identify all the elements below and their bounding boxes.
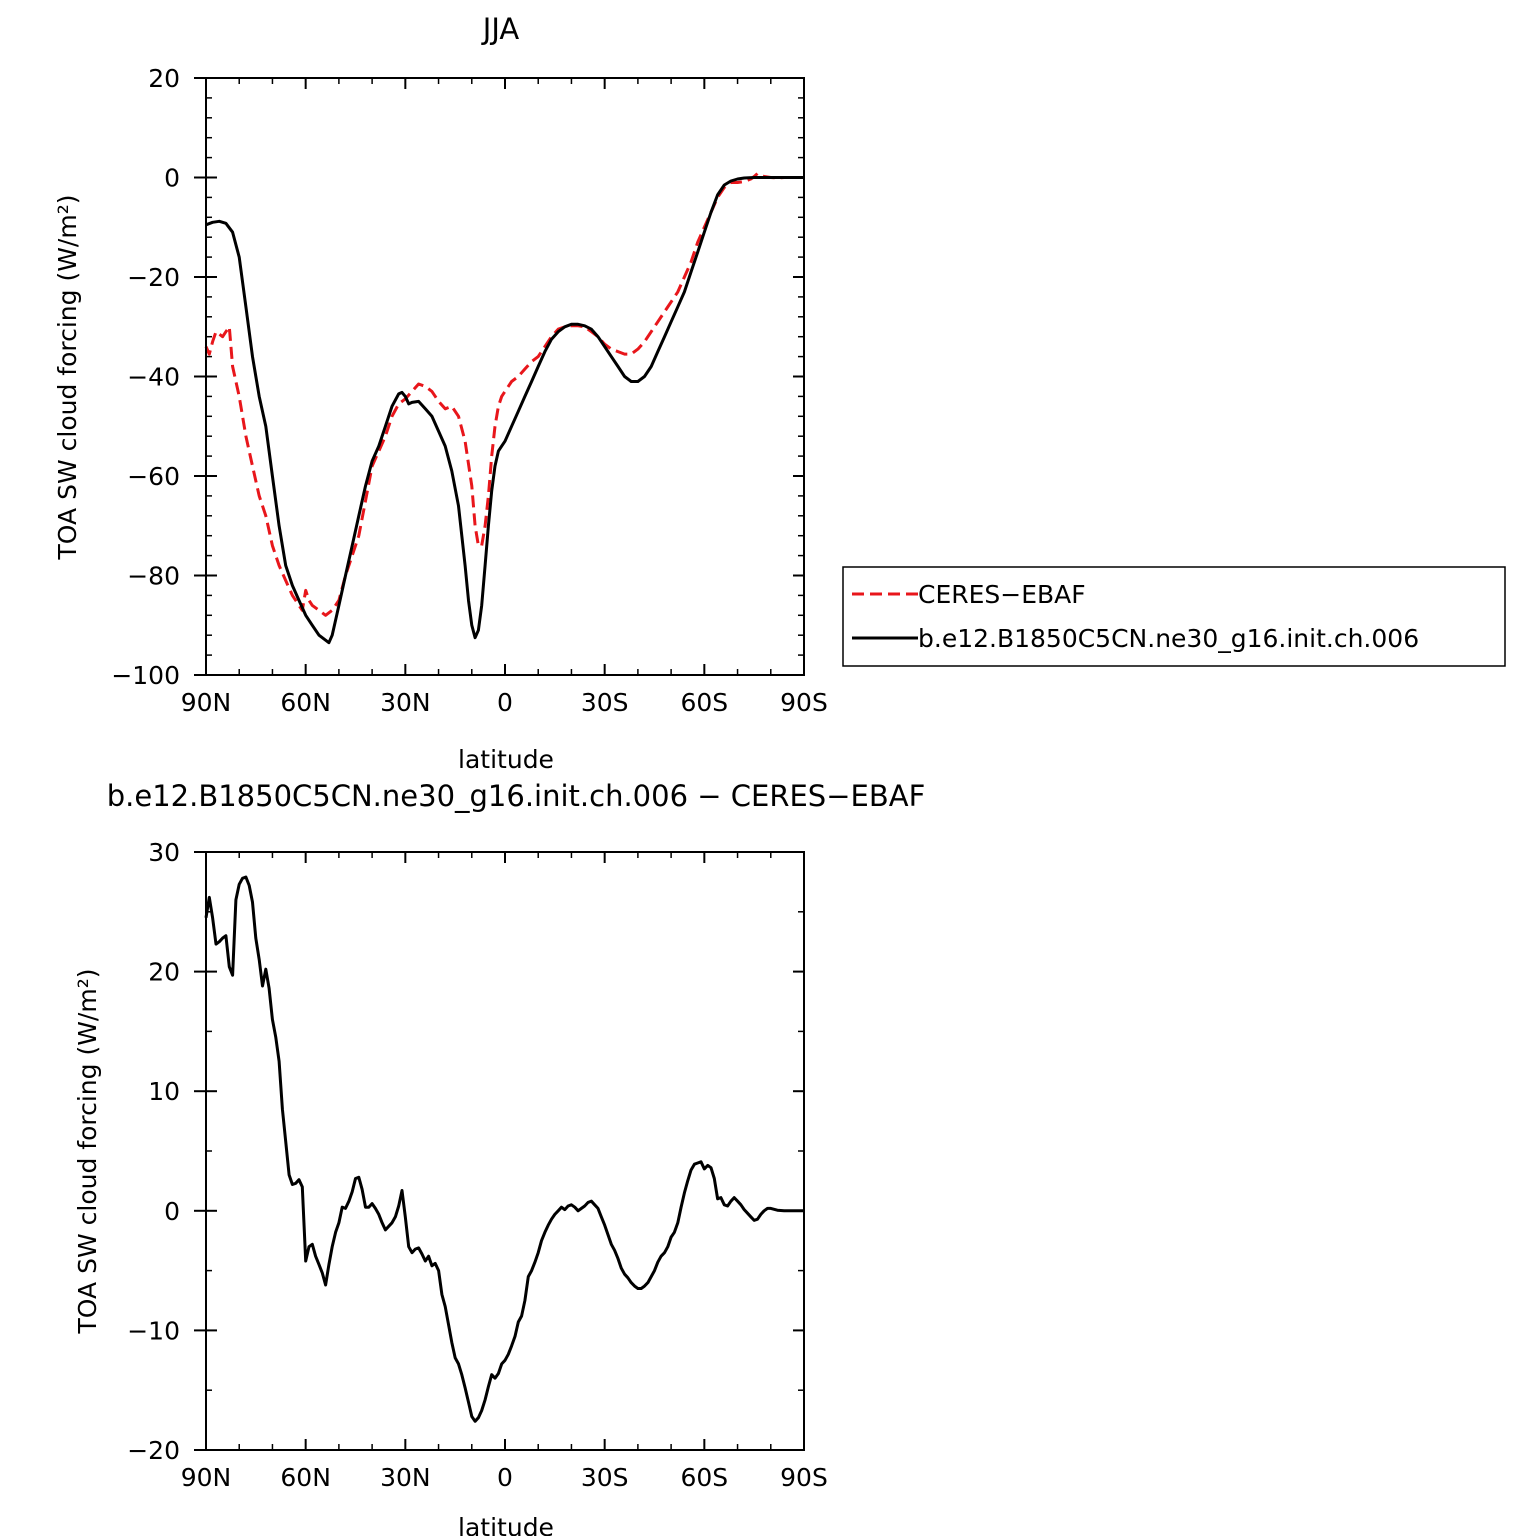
top-x-tick-label: 90N xyxy=(181,688,232,717)
top-x-tick-label: 60N xyxy=(280,688,331,717)
bottom-series-line-0 xyxy=(204,875,804,1423)
bottom-y-tick-label: 10 xyxy=(148,1077,180,1106)
legend-label-model: b.e12.B1850C5CN.ne30_g16.init.ch.006 xyxy=(918,624,1419,653)
top-x-tick-label: 90S xyxy=(780,688,828,717)
top-series-line-0 xyxy=(204,172,804,617)
bottom-x-axis-label: latitude xyxy=(458,1513,554,1536)
bottom-y-tick-label: −10 xyxy=(127,1316,180,1345)
top-y-tick-label: −40 xyxy=(127,363,180,392)
legend-label-ceres: CERES−EBAF xyxy=(918,580,1086,609)
bottom-x-tick-label: 30S xyxy=(581,1463,629,1492)
bottom-x-tick-label: 30N xyxy=(380,1463,431,1492)
top-x-axis-label: latitude xyxy=(458,745,554,774)
bottom-y-tick-label: −20 xyxy=(127,1436,180,1465)
bottom-x-tick-label: 90S xyxy=(780,1463,828,1492)
top-y-tick-label: −20 xyxy=(127,263,180,292)
bottom-plot-frame xyxy=(205,851,805,1451)
bottom-y-tick-label: 30 xyxy=(148,838,180,867)
top-x-tick-label: 60S xyxy=(680,688,728,717)
top-series-line-1 xyxy=(205,176,804,645)
top-y-tick-label: 20 xyxy=(148,64,180,93)
top-x-tick-label: 30N xyxy=(380,688,431,717)
top-y-tick-label: −80 xyxy=(127,562,180,591)
top-y-tick-label: −100 xyxy=(111,661,180,690)
bottom-x-tick-label: 60N xyxy=(280,1463,331,1492)
bottom-y-tick-label: 0 xyxy=(164,1197,180,1226)
bottom-x-tick-label: 0 xyxy=(497,1463,513,1492)
top-y-tick-label: −60 xyxy=(127,462,180,491)
bottom-x-tick-label: 90N xyxy=(181,1463,232,1492)
bottom-y-axis-label: TOA SW cloud forcing (W/m²) xyxy=(73,969,102,1335)
top-x-tick-label: 30S xyxy=(581,688,629,717)
top-y-axis-label: TOA SW cloud forcing (W/m²) xyxy=(53,195,82,561)
legend-box xyxy=(842,566,1506,667)
bottom-chart-title: b.e12.B1850C5CN.ne30_g16.init.ch.006 − C… xyxy=(107,779,926,813)
top-plot-frame xyxy=(205,77,805,676)
top-legend: CERES−EBAF b.e12.B1850C5CN.ne30_g16.init… xyxy=(842,566,1506,667)
bottom-x-tick-label: 60S xyxy=(680,1463,728,1492)
bottom-y-tick-label: 20 xyxy=(148,958,180,987)
top-x-tick-label: 0 xyxy=(497,688,513,717)
top-y-tick-label: 0 xyxy=(164,164,180,193)
bottom-panel: b.e12.B1850C5CN.ne30_g16.init.ch.006 − C… xyxy=(73,779,925,1536)
top-chart-title: JJA xyxy=(481,12,520,46)
top-panel: JJA 90N 60N 30N 0 30S 60S 90S 20 0 −20 −40 −60 −80 −1… xyxy=(53,12,1506,774)
